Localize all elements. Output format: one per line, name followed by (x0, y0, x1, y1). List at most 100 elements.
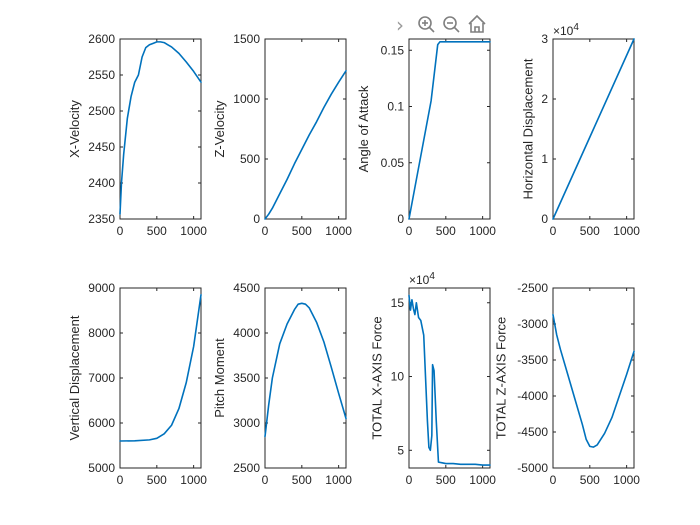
series-line (119, 41, 202, 215)
subplot-1[interactable]: 0 500 1000 2350 2400 2450 2500 2550 2600 X-Veloci… (67, 32, 207, 238)
y-tick-label: 1000 (233, 92, 260, 106)
x-tick-label: 0 (262, 473, 269, 487)
y-tick-label: 0.15 (381, 43, 405, 57)
y-axis-label: Angle of Attack (356, 85, 371, 172)
y-tick-label: 2600 (88, 32, 115, 46)
x-tick-label: 1000 (325, 224, 352, 238)
subplot-5[interactable]: 0 500 1000 5000 6000 7000 8000 9000 Vertical Dis… (67, 281, 207, 487)
y-tick-label: 8000 (88, 326, 115, 340)
x-tick-label: 0 (550, 473, 557, 487)
y-axis-label: Horizontal Displacement (520, 58, 535, 199)
plot-area[interactable] (408, 38, 491, 220)
x-tick-label: 1000 (613, 473, 640, 487)
axis-exponent-label: ×104 (409, 271, 435, 287)
y-tick-label: 0 (397, 212, 404, 226)
plot-area[interactable] (264, 287, 347, 469)
subplot-7[interactable]: 0 500 1000 5 10 15 TOTAL X-AXIS Force ×104 (370, 271, 497, 487)
x-tick-label: 500 (292, 473, 312, 487)
series-line (119, 293, 202, 442)
subplot-3[interactable]: 0 500 1000 0 0.05 0.1 0.15 Angle of Attack (356, 38, 496, 238)
y-tick-label: 4000 (233, 326, 260, 340)
subplot-grid: 0 500 1000235024002450250025502600X-Veloci… (67, 22, 640, 487)
x-tick-label: 0 (117, 224, 124, 238)
x-tick-label: 0 (406, 224, 413, 238)
x-tick-label: 0 (262, 224, 269, 238)
zoom-out-icon[interactable] (443, 16, 460, 33)
y-tick-label: 2550 (88, 68, 115, 82)
home-icon[interactable] (468, 14, 486, 33)
y-tick-label: 0.1 (387, 100, 404, 114)
x-tick-label: 500 (147, 473, 167, 487)
x-tick-label: 0 (550, 224, 557, 238)
y-tick-label: 5 (397, 443, 404, 457)
y-tick-label: -4500 (517, 425, 548, 439)
y-axis-label: TOTAL Z-AXIS Force (494, 317, 509, 440)
y-tick-label: 3500 (233, 371, 260, 385)
y-tick-label: 2350 (88, 212, 115, 226)
x-tick-label: 1000 (180, 473, 207, 487)
y-tick-label: 2450 (88, 140, 115, 154)
x-tick-label: 500 (292, 224, 312, 238)
y-tick-label: 3 (541, 32, 548, 46)
y-tick-label: 1 (541, 152, 548, 166)
y-axis-label: TOTAL X-AXIS Force (370, 316, 385, 439)
series-line (552, 313, 635, 448)
y-axis-label: Vertical Displacement (67, 315, 82, 440)
x-tick-label: 500 (580, 224, 600, 238)
y-tick-label: 7000 (88, 371, 115, 385)
y-tick-label: 5000 (88, 461, 115, 475)
series-line (408, 41, 491, 220)
y-tick-label: 1500 (233, 32, 260, 46)
series-line (264, 302, 347, 438)
x-tick-label: 1000 (180, 224, 207, 238)
y-tick-label: 6000 (88, 416, 115, 430)
y-tick-label: 9000 (88, 281, 115, 295)
x-tick-label: 0 (406, 473, 413, 487)
x-tick-label: 1000 (469, 224, 496, 238)
x-tick-label: 0 (117, 473, 124, 487)
expand-arrow-icon[interactable]: › (396, 13, 404, 37)
subplot-4[interactable]: 0 500 1000 0 1 2 3 Horizontal Displacement ×104 (520, 22, 640, 238)
y-tick-label: 4500 (233, 281, 260, 295)
subplot-2[interactable]: 0 500 1000 0 500 1000 1500 Z-Velocity (212, 32, 352, 238)
y-tick-label: 15 (391, 296, 405, 310)
plot-area[interactable] (119, 38, 202, 220)
y-tick-label: 0.05 (381, 156, 405, 170)
y-tick-label: 0 (541, 212, 548, 226)
x-tick-label: 1000 (613, 224, 640, 238)
plot-area[interactable] (408, 287, 491, 469)
y-tick-label: -3000 (517, 317, 548, 331)
y-tick-label: -4000 (517, 389, 548, 403)
axis-exponent-label: ×104 (553, 22, 579, 38)
y-tick-label: 10 (391, 370, 405, 384)
y-tick-label: 2 (541, 92, 548, 106)
x-tick-label: 1000 (469, 473, 496, 487)
y-tick-label: 0 (253, 212, 260, 226)
series-line (408, 294, 491, 466)
y-tick-label: 2400 (88, 176, 115, 190)
x-tick-label: 500 (436, 224, 456, 238)
y-tick-label: 2500 (233, 461, 260, 475)
y-tick-label: 2500 (88, 104, 115, 118)
plot-area[interactable] (552, 287, 635, 469)
x-tick-label: 1000 (325, 473, 352, 487)
y-axis-label: Pitch Moment (212, 338, 227, 418)
zoom-in-icon[interactable] (418, 16, 435, 33)
x-tick-label: 500 (436, 473, 456, 487)
y-axis-label: X-Velocity (67, 100, 82, 158)
y-tick-label: 3000 (233, 416, 260, 430)
expand-arrow-glyph: › (396, 13, 404, 37)
axes-toolbar: › (396, 13, 486, 37)
y-tick-label: 500 (240, 152, 260, 166)
x-tick-label: 500 (147, 224, 167, 238)
x-tick-label: 500 (580, 473, 600, 487)
y-tick-label: -5000 (517, 461, 548, 475)
y-tick-label: -3500 (517, 353, 548, 367)
subplot-8[interactable]: 0 500 1000 -5000 -4500 -4000 -3500 -3000 -2500 TO… (494, 281, 641, 487)
series-line (552, 38, 635, 220)
plot-area[interactable] (264, 38, 347, 220)
subplot-6[interactable]: 0 500 1000 2500 3000 3500 4000 4500 Pitch Moment (212, 281, 352, 487)
y-tick-label: -2500 (517, 281, 548, 295)
y-axis-label: Z-Velocity (212, 100, 227, 158)
